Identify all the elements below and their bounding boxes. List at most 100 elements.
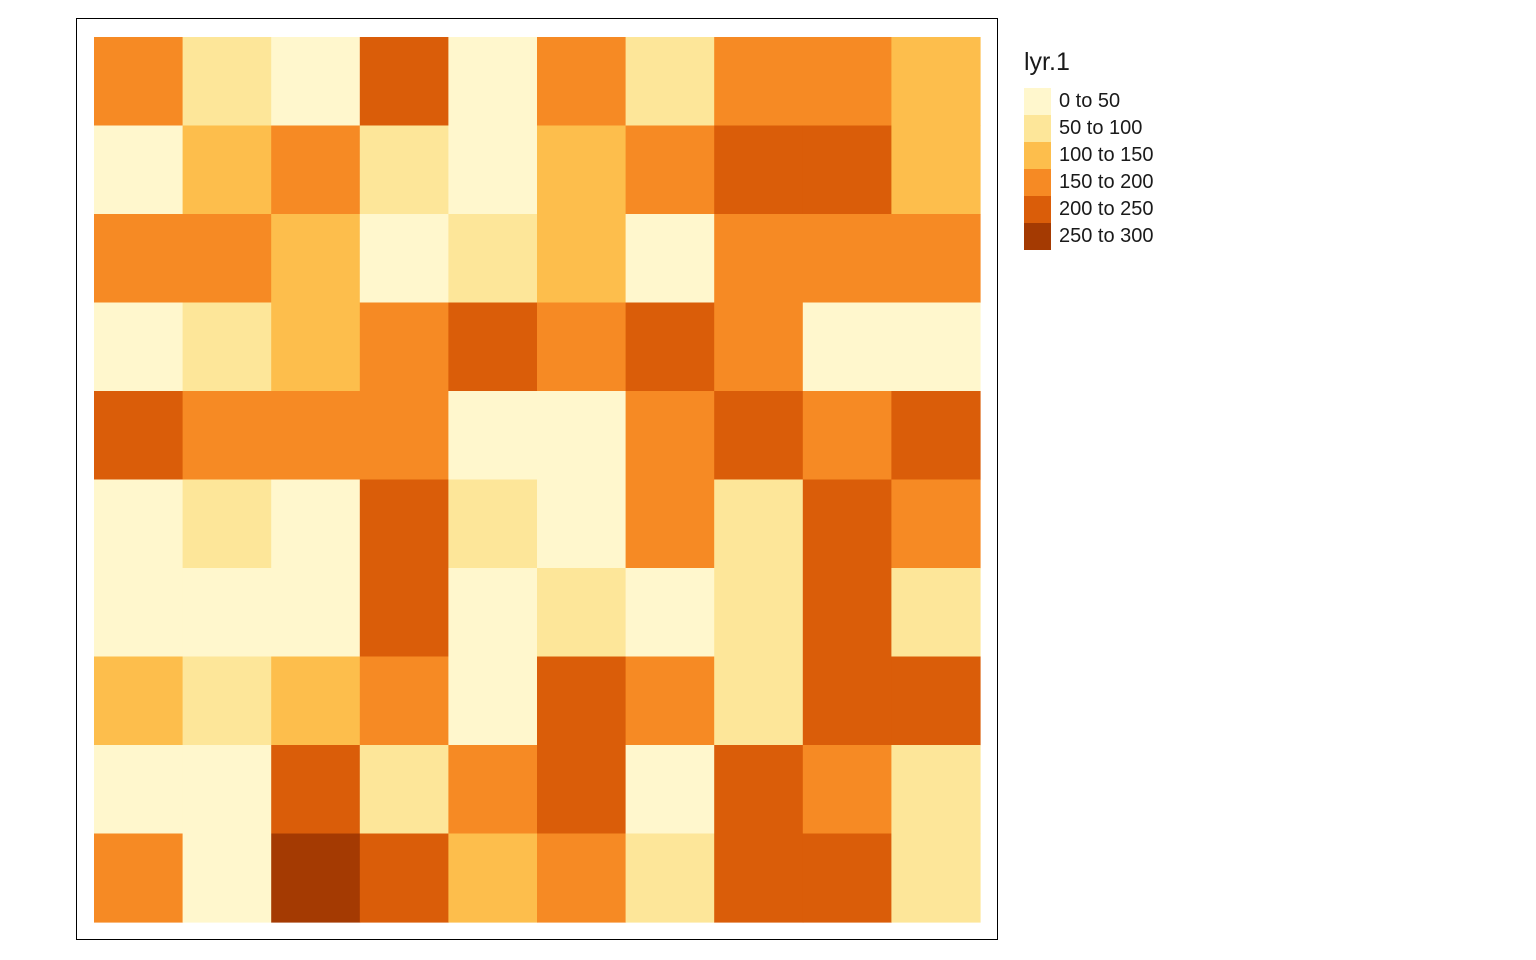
raster-cell-r2-c9: [802, 125, 892, 215]
raster-cell-r10-c9: [802, 833, 892, 923]
raster-cell-r6-c4: [359, 479, 449, 569]
raster-cell-r3-c2: [182, 214, 272, 304]
raster-cell-r9-c3: [271, 745, 361, 835]
raster-cell-r8-c9: [802, 656, 892, 746]
raster-cell-r7-c5: [448, 568, 538, 658]
raster-cell-r1-c6: [537, 37, 627, 127]
raster-cell-r1-c10: [891, 37, 981, 127]
raster-cell-r1-c7: [625, 37, 715, 127]
legend-label: 250 to 300: [1059, 225, 1154, 247]
raster-cell-r5-c7: [625, 391, 715, 481]
raster-cell-r4-c3: [271, 302, 361, 392]
raster-cell-r4-c8: [714, 302, 804, 392]
raster-cell-r2-c4: [359, 125, 449, 215]
raster-cell-r7-c1: [94, 568, 184, 658]
raster-cell-r9-c4: [359, 745, 449, 835]
raster-cell-r10-c7: [625, 833, 715, 923]
raster-cell-r6-c5: [448, 479, 538, 569]
raster-cell-r10-c1: [94, 833, 184, 923]
raster-cell-r7-c2: [182, 568, 272, 658]
raster-cell-r1-c2: [182, 37, 272, 127]
raster-cell-r9-c9: [802, 745, 892, 835]
raster-cell-r5-c4: [359, 391, 449, 481]
raster-cell-r7-c3: [271, 568, 361, 658]
raster-cell-r7-c7: [625, 568, 715, 658]
raster-cell-r9-c1: [94, 745, 184, 835]
legend-label: 200 to 250: [1059, 198, 1154, 220]
raster-cell-r8-c3: [271, 656, 361, 746]
raster-cell-r3-c6: [537, 214, 627, 304]
legend-swatch: [1024, 223, 1051, 250]
raster-cell-r2-c3: [271, 125, 361, 215]
raster-cell-r6-c10: [891, 479, 981, 569]
raster-cell-r9-c8: [714, 745, 804, 835]
raster-cell-r8-c4: [359, 656, 449, 746]
raster-cell-r5-c2: [182, 391, 272, 481]
raster-cell-r2-c8: [714, 125, 804, 215]
raster-cell-r8-c8: [714, 656, 804, 746]
raster-cell-r4-c5: [448, 302, 538, 392]
raster-cell-r8-c7: [625, 656, 715, 746]
raster-cell-r3-c4: [359, 214, 449, 304]
legend-swatch: [1024, 169, 1051, 196]
raster-cell-r9-c10: [891, 745, 981, 835]
raster-cell-r2-c10: [891, 125, 981, 215]
legend-swatch: [1024, 115, 1051, 142]
raster-cell-r5-c3: [271, 391, 361, 481]
legend-swatch: [1024, 88, 1051, 115]
raster-cell-r4-c6: [537, 302, 627, 392]
raster-grid: [94, 37, 981, 923]
raster-cell-r3-c10: [891, 214, 981, 304]
raster-cell-r3-c9: [802, 214, 892, 304]
raster-cell-r4-c1: [94, 302, 184, 392]
raster-cell-r7-c10: [891, 568, 981, 658]
raster-cell-r3-c5: [448, 214, 538, 304]
legend: lyr.1 0 to 50 50 to 100 100 to 150 150 to 2…: [1024, 46, 1224, 250]
raster-cell-r10-c2: [182, 833, 272, 923]
raster-cell-r8-c10: [891, 656, 981, 746]
raster-cell-r6-c7: [625, 479, 715, 569]
raster-cell-r3-c7: [625, 214, 715, 304]
raster-cell-r8-c6: [537, 656, 627, 746]
raster-cell-r2-c5: [448, 125, 538, 215]
raster-cell-r4-c10: [891, 302, 981, 392]
raster-cell-r1-c9: [802, 37, 892, 127]
raster-cell-r5-c10: [891, 391, 981, 481]
raster-cell-r7-c8: [714, 568, 804, 658]
raster-cell-r2-c6: [537, 125, 627, 215]
raster-cell-r8-c2: [182, 656, 272, 746]
raster-cell-r4-c9: [802, 302, 892, 392]
raster-cell-r10-c8: [714, 833, 804, 923]
raster-cell-r5-c5: [448, 391, 538, 481]
raster-cell-r1-c3: [271, 37, 361, 127]
raster-cell-r10-c3: [271, 833, 361, 923]
raster-cell-r6-c8: [714, 479, 804, 569]
legend-swatch: [1024, 196, 1051, 223]
raster-cell-r3-c8: [714, 214, 804, 304]
raster-cell-r6-c1: [94, 479, 184, 569]
raster-cell-r6-c3: [271, 479, 361, 569]
raster-cell-r7-c9: [802, 568, 892, 658]
legend-swatch: [1024, 142, 1051, 169]
raster-cell-r2-c1: [94, 125, 184, 215]
raster-cell-r2-c7: [625, 125, 715, 215]
raster-cell-r4-c2: [182, 302, 272, 392]
raster-cell-r1-c8: [714, 37, 804, 127]
raster-cell-r5-c6: [537, 391, 627, 481]
raster-cell-r10-c5: [448, 833, 538, 923]
raster-cell-r6-c9: [802, 479, 892, 569]
raster-cell-r8-c1: [94, 656, 184, 746]
raster-cell-r6-c2: [182, 479, 272, 569]
legend-items: 0 to 50 50 to 100 100 to 150 150 to 200 200 …: [1024, 88, 1224, 250]
raster-cell-r1-c5: [448, 37, 538, 127]
raster-cell-r7-c6: [537, 568, 627, 658]
legend-item: 250 to 300: [1024, 223, 1224, 250]
raster-cell-r6-c6: [537, 479, 627, 569]
raster-cell-r4-c4: [359, 302, 449, 392]
raster-cell-r1-c4: [359, 37, 449, 127]
raster-cell-r9-c5: [448, 745, 538, 835]
raster-cell-r3-c1: [94, 214, 184, 304]
raster-cell-r9-c7: [625, 745, 715, 835]
raster-cell-r3-c3: [271, 214, 361, 304]
raster-cell-r5-c1: [94, 391, 184, 481]
